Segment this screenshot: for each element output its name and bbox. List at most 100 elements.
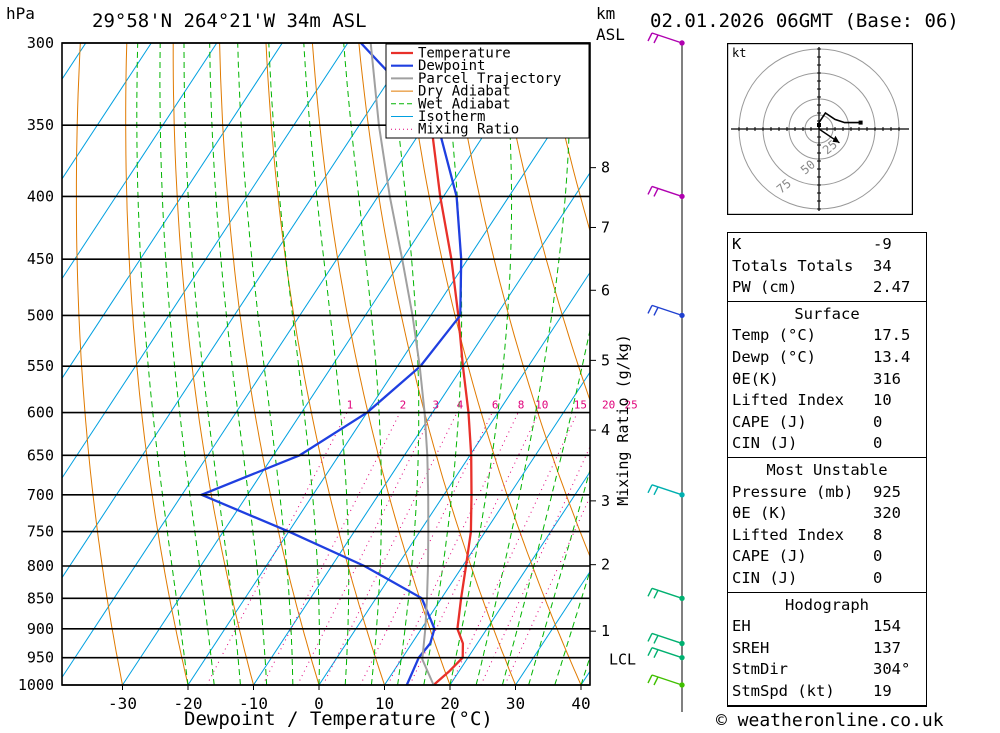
wet-adiabat-line	[303, 43, 350, 685]
indices-frame	[727, 232, 927, 707]
pressure-unit-label: hPa	[6, 4, 35, 23]
wind-barb-feather	[647, 647, 653, 656]
legend-entry: Wet Adiabat	[418, 96, 511, 112]
index-label: K	[732, 235, 742, 253]
wet-adiabat-line	[343, 43, 382, 685]
mixing-ratio-axis-label: Mixing Ratio (g/kg)	[614, 334, 632, 506]
index-value: 925	[873, 482, 901, 501]
dry-adiabat-line	[125, 43, 189, 685]
index-row: Temp (°C) 17.5	[727, 326, 927, 347]
index-row: StmDir 304°	[727, 660, 927, 681]
index-label: PW (cm)	[732, 278, 798, 297]
index-label: StmSpd (kt)	[732, 682, 835, 700]
indices-section-title: Most Unstable	[766, 461, 888, 479]
legend-entry: Parcel Trajectory	[418, 71, 561, 87]
pressure-tick-label: 450	[27, 250, 54, 268]
index-row: CAPE (J) 0	[727, 413, 927, 434]
wind-barb-shaft	[651, 304, 683, 317]
isotherm-line	[318, 271, 590, 685]
pressure-tick-label: 300	[27, 34, 54, 52]
index-value: 0	[873, 434, 883, 453]
mixing-ratio-line	[262, 412, 401, 685]
isotherm-line	[253, 171, 590, 685]
isotherm-line	[384, 371, 590, 685]
wind-barb	[647, 304, 685, 319]
pressure-tick-label: 850	[27, 589, 54, 607]
index-row: EH 154	[727, 617, 927, 638]
height-tick-label: 8	[601, 159, 610, 177]
wind-barb-feather	[653, 188, 659, 197]
pressure-tick-label: 400	[27, 187, 54, 205]
index-row: Lifted Index 8	[727, 526, 927, 547]
wind-barb-shaft	[651, 32, 683, 44]
index-value: 0	[873, 412, 883, 431]
wet-adiabat-line	[268, 43, 320, 685]
index-label: CIN (J)	[732, 434, 798, 453]
index-value: 0	[873, 569, 883, 587]
mixing-ratio-line	[504, 495, 590, 685]
wind-barb-feather	[653, 590, 659, 599]
dry-adiabat-line	[637, 43, 720, 685]
indices-divider	[727, 457, 927, 458]
index-row: CIN (J) 0	[727, 434, 927, 455]
skew-t-chart: 3003504004505005506006507007508008509009…	[0, 32, 720, 713]
wind-barb	[647, 185, 685, 200]
wind-barb	[647, 484, 685, 498]
temperature-tick-label: -30	[108, 694, 137, 713]
index-row: K -9	[727, 235, 927, 256]
index-row: Pressure (mb) 925	[727, 483, 927, 504]
pressure-tick-label: 900	[27, 620, 54, 638]
height-tick-label: 6	[601, 281, 610, 299]
indices-section-title: Hodograph	[785, 595, 869, 614]
pressure-tick-label: 800	[27, 557, 54, 575]
legend-entry: Temperature	[418, 46, 511, 62]
temperature-tick-label: -10	[239, 694, 268, 713]
wind-barb-shaft	[651, 484, 683, 496]
index-label: CAPE (J)	[732, 412, 807, 431]
isotherm-line	[62, 43, 152, 180]
isotherm-line	[62, 43, 480, 679]
wind-barb-feather	[647, 674, 653, 684]
indices-panel: K -9 Totals Totals 34 PW (cm) 2.47 Surface Temp…	[727, 232, 927, 707]
index-label: θE(K)	[732, 369, 779, 388]
index-row: Lifted Index 10	[727, 391, 927, 412]
index-value: 2.47	[873, 278, 911, 297]
index-label: Pressure (mb)	[732, 482, 854, 501]
pressure-tick-label: 650	[27, 446, 54, 464]
index-row: SREH 137	[727, 639, 927, 660]
wind-barb-shaft	[651, 632, 683, 645]
mixing-ratio-label: 15	[574, 399, 587, 412]
pressure-tick-label: 750	[27, 523, 54, 541]
indices-divider	[727, 300, 927, 302]
temperature-tick-label: 30	[506, 694, 525, 713]
mixing-ratio-line	[322, 412, 458, 685]
index-row: θE (K) 320	[727, 504, 927, 525]
index-label: SREH	[732, 638, 770, 657]
temperature-tick-label: 0	[314, 694, 324, 713]
temperature-tick-label: 10	[375, 694, 394, 713]
index-value: 10	[873, 391, 892, 410]
legend-entry: Mixing Ratio	[418, 122, 519, 138]
dry-adiabat-line	[265, 43, 385, 685]
dry-adiabat-line	[219, 43, 320, 685]
height-tick-label: 4	[601, 421, 610, 439]
pressure-tick-label: 350	[27, 116, 54, 134]
isotherm-line	[0, 43, 20, 685]
dry-adiabat-line	[75, 43, 123, 685]
mixing-ratio-label: 10	[535, 399, 548, 412]
mixing-ratio-label: 6	[492, 399, 499, 412]
wind-barb	[647, 587, 685, 602]
index-row: Dewp (°C) 13.4	[727, 348, 927, 369]
index-value: 17.5	[873, 326, 911, 345]
wind-barb-feather	[647, 633, 653, 642]
mixing-ratio-line	[387, 412, 519, 685]
legend-box	[385, 43, 590, 139]
index-row: CIN (J) 0	[727, 569, 927, 590]
wind-barb-feather	[647, 32, 653, 42]
wind-barb	[647, 632, 685, 647]
pressure-tick-label: 950	[27, 649, 54, 667]
height-tick-label: 1	[601, 622, 610, 640]
legend-entry: Dry Adiabat	[418, 84, 511, 100]
pressure-tick-label: 500	[27, 306, 54, 324]
